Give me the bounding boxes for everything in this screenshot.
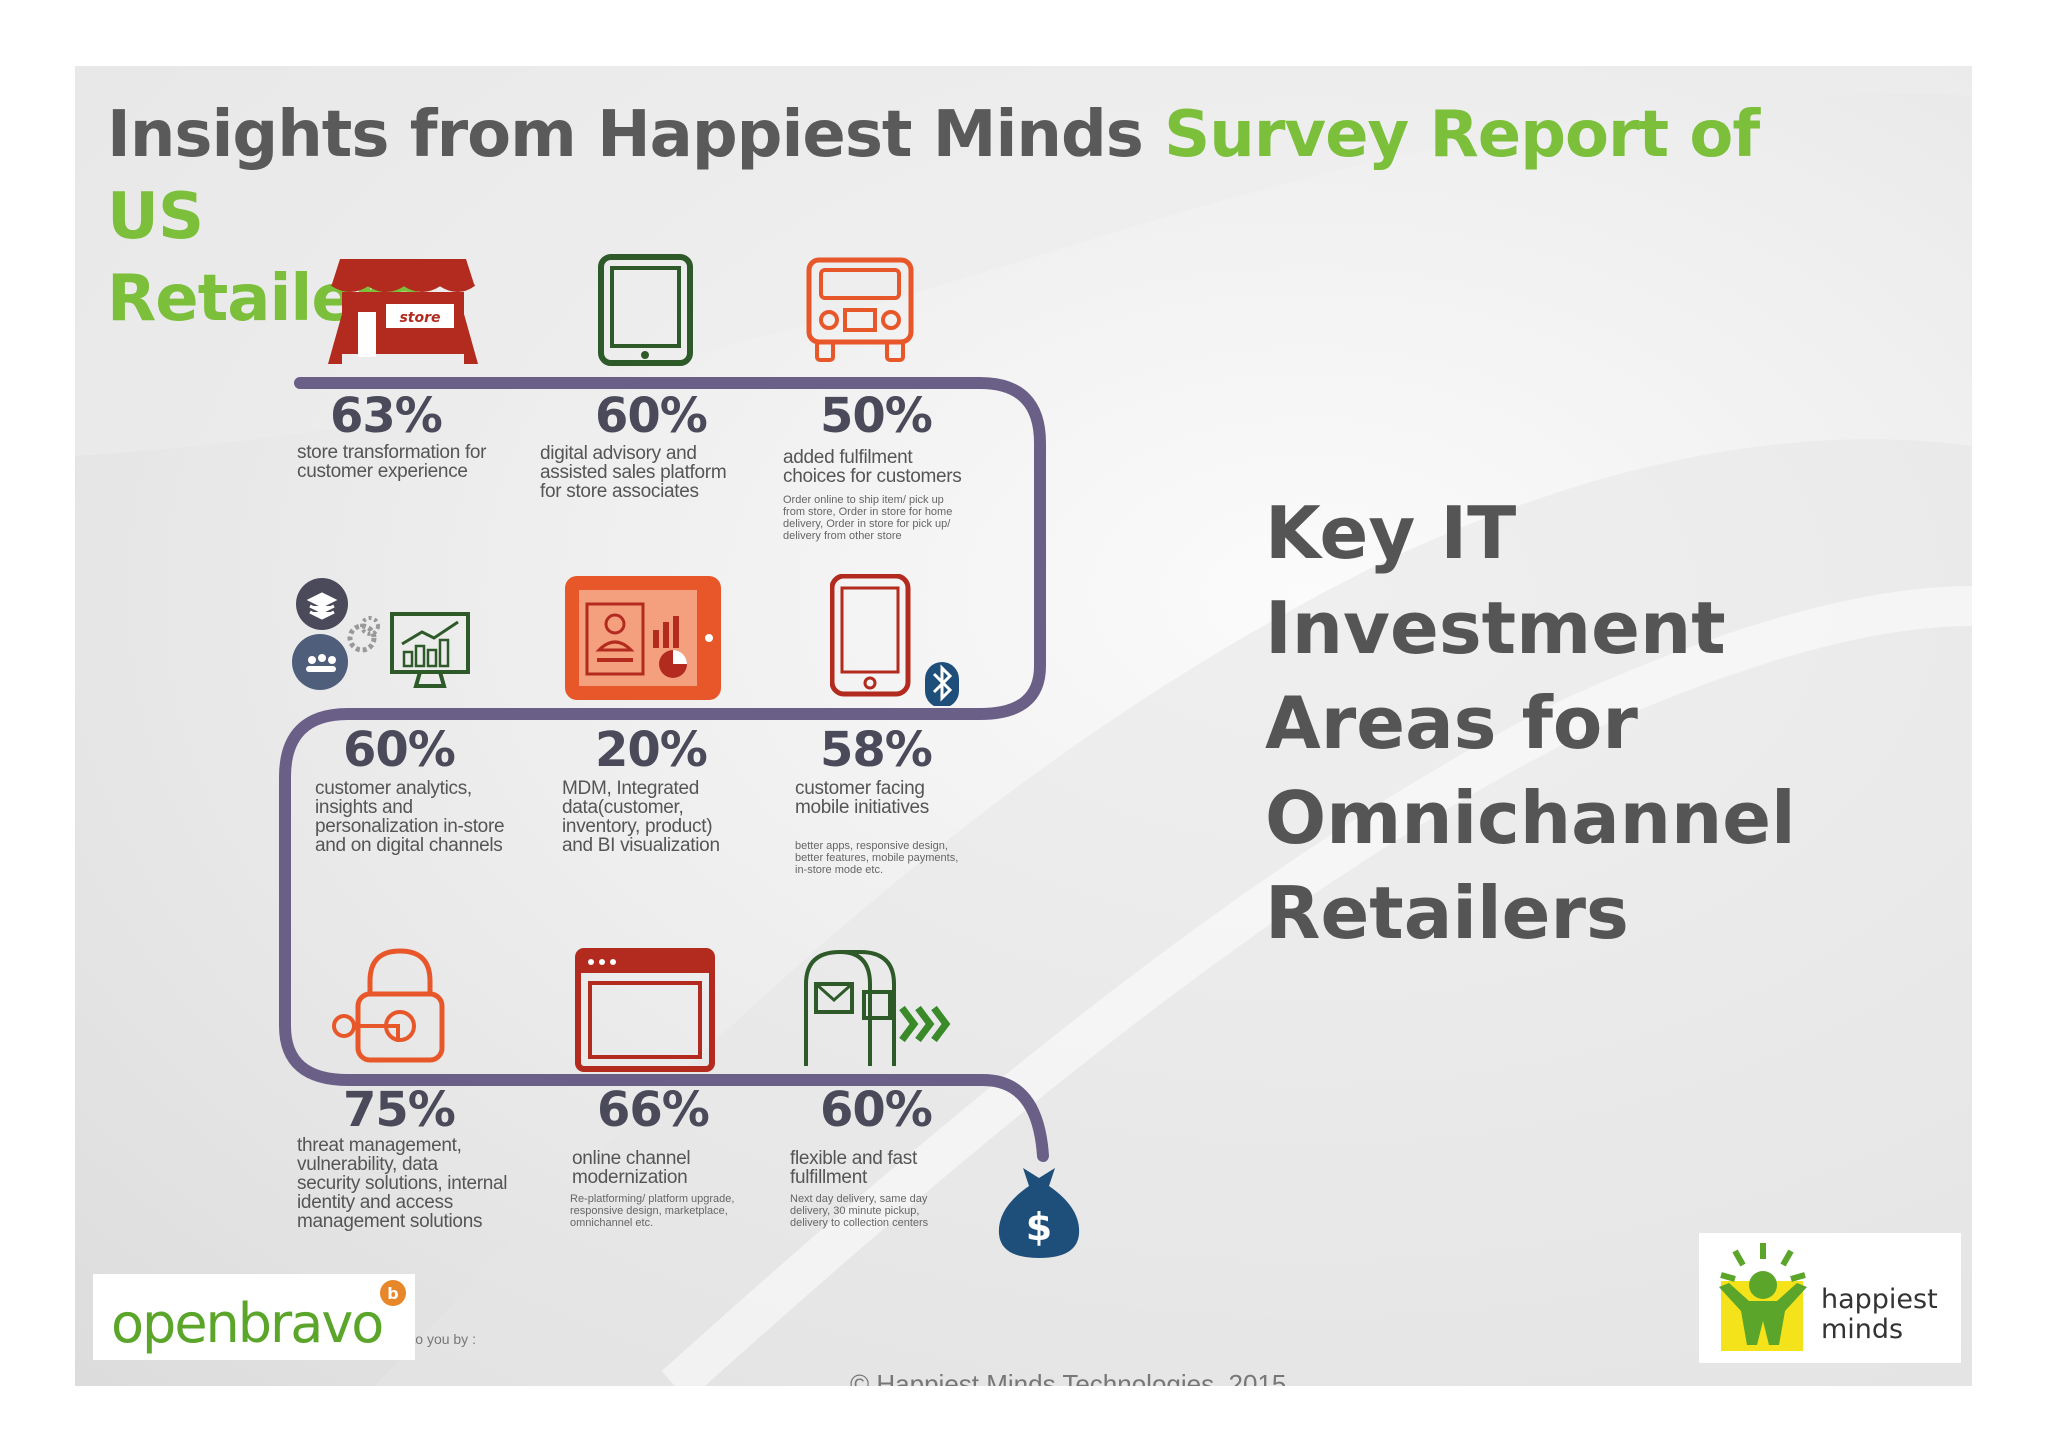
stat-percent: 60%	[595, 388, 708, 444]
stat-percent: 50%	[820, 388, 933, 444]
desc-line: insights and	[315, 797, 413, 818]
note-line: responsive design, marketplace,	[570, 1205, 728, 1217]
note-line: better apps, responsive design,	[795, 840, 948, 852]
desc-line: assisted sales platform	[540, 462, 727, 483]
store-sign-text: store	[399, 310, 440, 326]
note-line: delivery, Order in store for pick up/	[783, 518, 951, 530]
title-part1: Insights from Happiest Minds	[107, 98, 1165, 172]
logo-line: happiest	[1821, 1284, 1938, 1315]
desc-line: data(customer,	[562, 797, 684, 818]
stat-description: customer facing mobile initiatives	[795, 779, 929, 817]
money-bag-icon: $	[998, 1168, 1080, 1258]
desc-line: and BI visualization	[562, 835, 720, 856]
analytics-icon	[292, 578, 470, 690]
desc-line: identity and access	[297, 1192, 453, 1213]
note-line: from store, Order in store for home	[783, 506, 953, 518]
openbravo-logo-text: openbravo	[111, 1292, 384, 1355]
dashboard-tablet-icon	[565, 576, 721, 700]
browser-window-icon	[575, 948, 715, 1072]
stat-note: Order online to ship item/ pick up from …	[783, 494, 952, 542]
key-title-line: Areas for	[1265, 681, 1638, 765]
page-title: Insights from Happiest Minds Survey Repo…	[107, 94, 1807, 340]
stat-percent: 20%	[595, 722, 708, 778]
mobile-bluetooth-icon	[830, 574, 959, 706]
mailbox-icon	[804, 950, 951, 1066]
svg-text:b: b	[387, 1284, 398, 1303]
stat-note: better apps, responsive design, better f…	[795, 840, 958, 876]
note-line: Re-platforming/ platform upgrade,	[570, 1193, 735, 1205]
svg-text:$: $	[1026, 1205, 1052, 1249]
stat-percent: 60%	[820, 1082, 933, 1138]
desc-line: added fulfilment	[783, 447, 913, 468]
stat-percent: 66%	[597, 1082, 710, 1138]
stat-description: MDM, Integrated data(customer, inventory…	[562, 779, 720, 855]
desc-line: vulnerability, data	[297, 1154, 438, 1175]
stat-percent: 63%	[330, 388, 443, 444]
desc-line: customer experience	[297, 461, 468, 482]
note-line: better features, mobile payments,	[795, 852, 959, 864]
title-part2: Survey Report of US	[107, 98, 1760, 254]
happiest-minds-logo-text: happiest minds	[1821, 1285, 1938, 1345]
key-title-line: Omnichannel	[1265, 776, 1796, 860]
openbravo-logo: openbravo b	[93, 1274, 415, 1360]
desc-line: fulfillment	[790, 1167, 867, 1188]
background-swoosh	[75, 66, 1972, 1386]
journey-path	[279, 377, 1049, 1162]
stat-description: store transformation for customer experi…	[297, 442, 487, 482]
desc-line: personalization in-store	[315, 816, 505, 837]
logo-line: minds	[1821, 1314, 1904, 1345]
desc-line: inventory, product)	[562, 816, 713, 837]
desc-line: modernization	[572, 1167, 688, 1188]
stat-percent: 60%	[343, 722, 456, 778]
key-title-line: Retailers	[1265, 871, 1629, 955]
lock-key-icon	[332, 948, 445, 1063]
desc-line: for store associates	[540, 481, 699, 502]
tablet-icon	[598, 254, 693, 366]
stat-note: Next day delivery, same day delivery, 30…	[790, 1193, 928, 1229]
stat-description: customer analytics, insights and persona…	[315, 778, 505, 856]
desc-line: management solutions	[297, 1211, 483, 1232]
note-line: omnichannel etc.	[570, 1217, 654, 1229]
stat-percent: 58%	[820, 722, 933, 778]
desc-line: store transformation for	[297, 442, 487, 463]
note-line: in-store mode etc.	[795, 864, 884, 876]
openbravo-mark-icon: b	[380, 1280, 406, 1306]
desc-line: security solutions, internal	[297, 1173, 508, 1194]
key-title-line: Key IT	[1265, 491, 1517, 575]
desc-line: mobile initiatives	[795, 797, 929, 818]
note-line: Order online to ship item/ pick up	[783, 494, 944, 506]
truck-icon	[806, 257, 914, 362]
desc-line: customer facing	[795, 778, 925, 799]
stat-percent: 75%	[343, 1082, 456, 1138]
note-line: delivery, 30 minute pickup,	[790, 1205, 920, 1217]
note-line: delivery to collection centers	[790, 1217, 929, 1229]
stat-description: threat management, vulnerability, data s…	[297, 1135, 508, 1232]
desc-line: and on digital channels	[315, 835, 503, 856]
happiest-minds-mark-icon	[1719, 1243, 1807, 1351]
stat-description: added fulfilment choices for customers	[783, 448, 962, 486]
key-it-heading: Key IT Investment Areas for Omnichannel …	[1265, 486, 1825, 961]
note-line: Next day delivery, same day	[790, 1193, 928, 1205]
stat-note: Re-platforming/ platform upgrade, respon…	[570, 1193, 734, 1229]
key-title-line: Investment	[1265, 586, 1726, 670]
happiest-minds-logo: happiest minds	[1699, 1233, 1961, 1363]
desc-line: digital advisory and	[540, 443, 697, 464]
stat-description: flexible and fast fulfillment	[790, 1149, 917, 1187]
slide: Insights from Happiest Minds Survey Repo…	[75, 66, 1972, 1386]
store-icon: store	[328, 259, 478, 364]
desc-line: threat management,	[297, 1135, 462, 1156]
desc-line: online channel	[572, 1148, 691, 1169]
desc-line: choices for customers	[783, 466, 962, 487]
note-line: delivery from other store	[783, 530, 902, 542]
desc-line: MDM, Integrated	[562, 778, 699, 799]
desc-line: flexible and fast	[790, 1148, 917, 1169]
stat-description: online channel modernization	[572, 1148, 691, 1188]
stat-description: digital advisory and assisted sales plat…	[540, 443, 727, 502]
desc-line: customer analytics,	[315, 778, 472, 799]
footer-copyright: © Happiest Minds Technologies, 2015	[850, 1369, 1287, 1386]
